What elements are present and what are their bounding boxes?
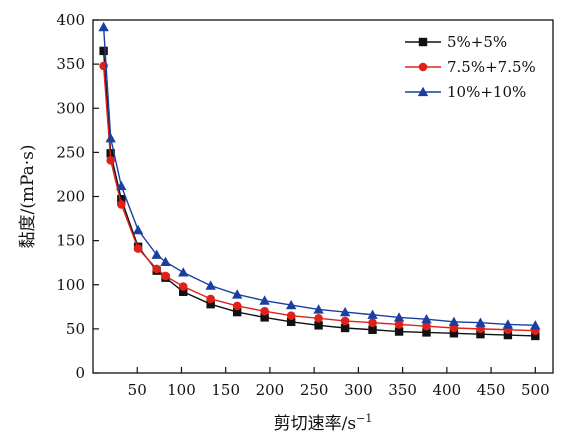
- series-3-point: [259, 295, 270, 305]
- series-1: [99, 46, 540, 341]
- x-axis-title: 剪切速率/s−1: [274, 412, 373, 434]
- y-tick-label-350: 350: [56, 55, 85, 73]
- series-3-point: [160, 256, 171, 266]
- series-1-point: [422, 328, 431, 337]
- legend-entry-2: 7.5%+7.5%: [405, 58, 536, 76]
- series-1-point: [340, 323, 350, 333]
- series-2-point: [117, 200, 126, 209]
- x-tick-label-50: 50: [128, 381, 147, 399]
- x-tick-label-450: 450: [477, 381, 506, 399]
- series-1-point: [394, 327, 404, 336]
- series-3-point: [205, 280, 216, 290]
- series-1-point: [368, 325, 377, 334]
- series-3-point: [105, 133, 116, 143]
- series-1-point: [260, 313, 269, 322]
- series-2-point: [340, 316, 350, 326]
- series-2-point: [206, 294, 215, 304]
- series-2-point: [314, 313, 323, 323]
- legend-entry-3: 10%+10%: [405, 83, 526, 101]
- x-tick-label-200: 200: [256, 381, 285, 399]
- series-1-point: [99, 46, 108, 56]
- series-1-point: [449, 329, 459, 338]
- y-tick-label-250: 250: [56, 143, 85, 161]
- series-3-point: [178, 267, 189, 277]
- series-1-point: [503, 330, 513, 340]
- x-tick-label-400: 400: [433, 381, 462, 399]
- series-3-point: [502, 319, 514, 329]
- series-3-point: [421, 313, 432, 324]
- series-2-line: [102, 65, 536, 332]
- series-2-point: [161, 271, 170, 281]
- series-2-point: [152, 264, 161, 274]
- series-2-point: [260, 306, 269, 316]
- y-tick-label-300: 300: [56, 99, 85, 117]
- series-1-point: [476, 329, 485, 339]
- series-2-point: [368, 318, 377, 327]
- series-1-point: [179, 287, 188, 297]
- series-1-point: [117, 194, 126, 204]
- series-3-point: [530, 320, 541, 330]
- legend-entry-1: 5%+5%: [405, 33, 507, 51]
- series-3-point: [151, 249, 162, 259]
- series-3-point: [393, 312, 405, 322]
- y-tick-label-400: 400: [56, 11, 85, 29]
- series-3: [98, 21, 541, 330]
- series-2-point: [178, 282, 188, 291]
- series-3-point: [475, 317, 486, 327]
- x-tick-label-300: 300: [344, 381, 373, 399]
- series-3-point: [116, 180, 127, 191]
- series-2-point: [422, 321, 431, 331]
- series-2-point: [106, 156, 115, 165]
- series-1-point: [314, 321, 323, 330]
- y-axis-title: 黏度/(mPa·s): [18, 144, 38, 248]
- x-tick-label-350: 350: [388, 381, 417, 399]
- x-tick-label-150: 150: [211, 381, 240, 399]
- y-tick-label-0: 0: [75, 364, 85, 382]
- legend-label-2: 7.5%+7.5%: [447, 58, 536, 76]
- series-1-point: [531, 331, 540, 341]
- series-2-point: [232, 301, 242, 311]
- series-3-point: [448, 316, 460, 326]
- legend-marker-2: [418, 62, 428, 72]
- y-tick-label-200: 200: [56, 188, 85, 206]
- series-2-point: [286, 311, 296, 320]
- y-tick-label-100: 100: [56, 276, 85, 294]
- series-3-point: [231, 289, 243, 299]
- series-3-point: [98, 21, 109, 32]
- series-2-point: [133, 244, 143, 253]
- series-3-point: [339, 306, 351, 317]
- y-tick-label-150: 150: [56, 232, 85, 250]
- x-tick-label-100: 100: [167, 381, 196, 399]
- series-3-point: [367, 309, 378, 319]
- series-3-point: [285, 299, 297, 310]
- legend-marker-3: [417, 86, 429, 97]
- legend-label-1: 5%+5%: [447, 33, 507, 51]
- legend-marker-1: [418, 37, 428, 47]
- series-3-point: [313, 304, 324, 314]
- legend: 5%+5% 7.5%+7.5% 10%+10%: [405, 33, 536, 101]
- series-1-point: [206, 299, 215, 309]
- x-axis-title-text: 剪切速率/s: [274, 414, 356, 434]
- x-tick-label-500: 500: [521, 381, 550, 399]
- x-axis-title-superscript: −1: [356, 412, 372, 425]
- series-3-point: [132, 224, 144, 235]
- series-1-point: [286, 317, 296, 327]
- y-tick-label-50: 50: [66, 320, 85, 338]
- axes-layer: 0 50 100 150 200 250 300 350 400 50 100 150 200 250 30…: [18, 11, 554, 434]
- series-layer: [98, 21, 541, 341]
- series-2-point: [394, 320, 404, 329]
- legend-label-3: 10%+10%: [447, 83, 526, 101]
- series-1-point: [232, 307, 242, 317]
- series-2: [99, 61, 540, 335]
- x-tick-label-250: 250: [300, 381, 329, 399]
